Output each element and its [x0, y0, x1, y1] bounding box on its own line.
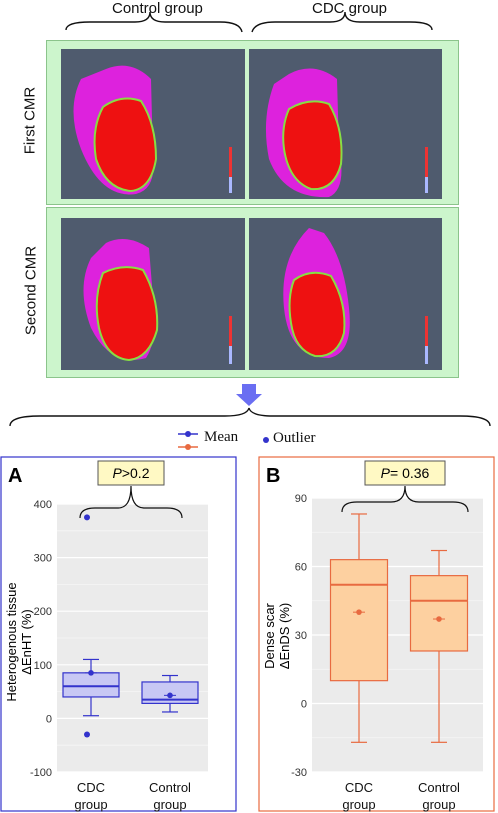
y-tick-label: -30	[291, 767, 307, 779]
comparison-brace-a	[79, 485, 183, 519]
y-tick-label: -100	[30, 767, 52, 779]
y-tick-label: 60	[295, 562, 307, 574]
legend-outlier-label: Outlier	[273, 430, 316, 446]
y-tick-label: 30	[295, 630, 307, 642]
p-value-box-a	[97, 460, 165, 486]
mean-point	[356, 609, 362, 615]
x-tick-label-line1: CDC	[345, 780, 373, 795]
summary-brace	[9, 384, 491, 427]
legend-mean-label: Mean	[204, 429, 239, 445]
legend-markers	[178, 431, 269, 450]
y-tick-label: 0	[301, 699, 307, 711]
y-axis-label-a-line1: Heterogenous tissue	[4, 582, 19, 701]
y-tick-label: 0	[46, 713, 52, 725]
row-label-second-cmr: Second CMR	[22, 245, 40, 336]
outlier-dot-icon	[263, 437, 269, 443]
x-tick-label-line2: group	[422, 797, 455, 812]
chart-panel-b: B 90 60 30 0 -30 CDC group Control group P= 0.3…	[258, 456, 495, 812]
heart-render-control-first	[61, 49, 245, 199]
comparison-brace-b	[341, 485, 469, 513]
x-tick-label-line1: Control	[149, 780, 191, 795]
x-tick-label-line1: CDC	[77, 780, 105, 795]
heart-render-cdc-first	[249, 49, 442, 199]
column-label-cdc: CDC group	[312, 0, 388, 17]
p-value-box-b	[364, 460, 446, 486]
chart-panel-a: A 400 300 200 100 0 -100 CDC group Control group…	[0, 456, 237, 812]
row-label-first-cmr: First CMR	[21, 86, 39, 155]
x-tick-label-line2: group	[153, 797, 186, 812]
second-cmr-panel	[46, 207, 459, 378]
y-tick-label: 200	[34, 606, 52, 618]
box-iqr	[62, 672, 120, 698]
y-tick-label: 300	[34, 553, 52, 565]
y-axis-label-b-line1: Dense scar	[262, 602, 277, 668]
down-arrow-icon	[236, 384, 262, 406]
mean-point	[167, 692, 173, 699]
x-tick-label-line2: group	[74, 797, 107, 812]
mean-point	[88, 670, 94, 676]
heart-render-cdc-second	[249, 218, 442, 370]
y-tick-label: 100	[34, 660, 52, 672]
panel-a-letter: A	[8, 465, 22, 487]
y-axis-label-b-line2: ΔEnDS (%)	[277, 603, 292, 669]
x-tick-label-line1: Control	[418, 780, 460, 795]
box-iqr	[409, 575, 469, 652]
p-value-a: P>0.2	[113, 465, 150, 481]
y-tick-label: 400	[34, 499, 52, 511]
x-tick-label-line2: group	[342, 797, 375, 812]
heart-render-control-second	[61, 218, 245, 370]
panel-b-letter: B	[266, 465, 280, 487]
mean-point	[436, 616, 442, 622]
column-label-control: Control group	[112, 0, 203, 17]
y-axis-label-a-line2: ΔEnHT (%)	[19, 609, 34, 675]
first-cmr-panel	[46, 40, 459, 205]
p-value-b: P= 0.36	[381, 465, 430, 481]
outlier-point	[84, 514, 90, 521]
y-tick-label: 90	[295, 493, 307, 505]
column-braces	[65, 11, 433, 33]
outlier-point	[84, 731, 90, 738]
box-iqr	[329, 559, 389, 682]
